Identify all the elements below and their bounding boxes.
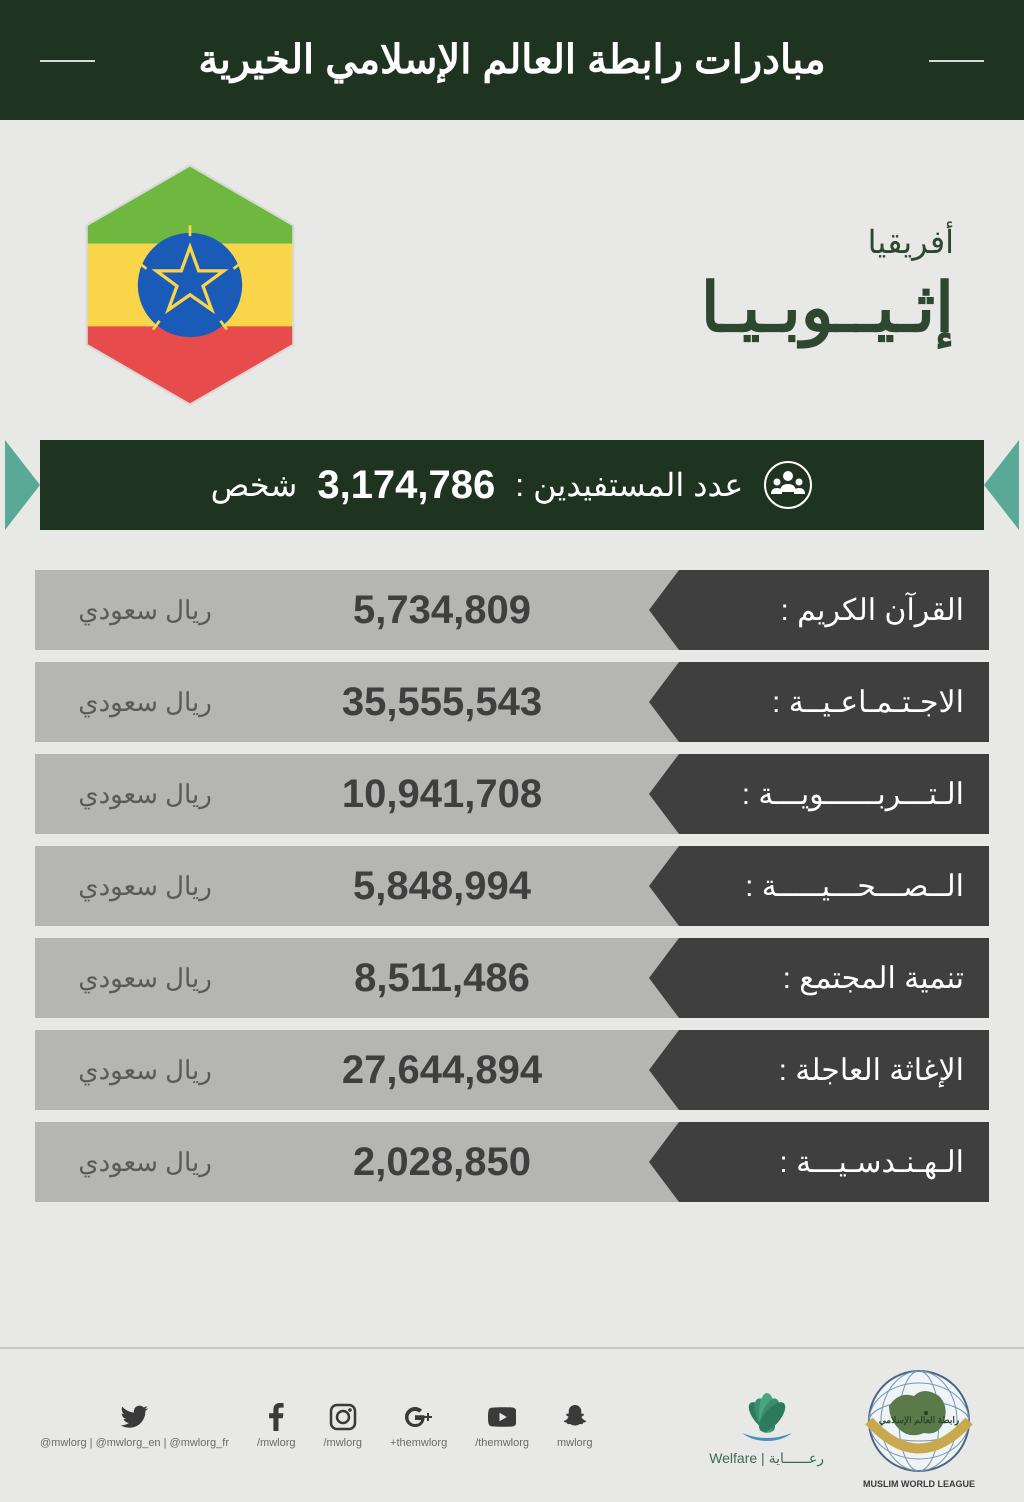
social-handle: /themwlorg (475, 1437, 529, 1449)
social-facebook[interactable]: /mwlorg (257, 1403, 296, 1449)
beneficiaries-number: 3,174,786 (317, 463, 495, 508)
data-row: الإغاثة العاجلة : 27,644,894 ريال سعودي (35, 1030, 989, 1110)
social-handle: +themwlorg (390, 1437, 447, 1449)
beneficiaries-label-suffix: شخص (211, 466, 298, 504)
row-label: الإغاثة العاجلة : (679, 1030, 989, 1110)
social-handle: mwlorg (557, 1437, 592, 1449)
logos: Welfare | رعــــــاية رابطة العالم الإسل… (709, 1361, 984, 1491)
social-googleplus[interactable]: +themwlorg (390, 1403, 447, 1449)
row-currency: ريال سعودي (35, 871, 235, 902)
twitter-icon (120, 1403, 148, 1431)
ethiopia-flag-icon (80, 160, 300, 410)
country-text: أفريقيا إثـيــوبـيـا (701, 223, 954, 348)
beneficiaries-label-prefix: عدد المستفيدين : (515, 466, 743, 504)
row-label: الــصـــحـــيـــــة : (679, 846, 989, 926)
header-band: مبادرات رابطة العالم الإسلامي الخيرية (0, 0, 1024, 120)
data-row: القرآن الكريم : 5,734,809 ريال سعودي (35, 570, 989, 650)
country-block: أفريقيا إثـيــوبـيـا (0, 120, 1024, 440)
row-currency: ريال سعودي (35, 1147, 235, 1178)
snapchat-icon (561, 1403, 589, 1431)
data-rows: القرآن الكريم : 5,734,809 ريال سعودي الا… (0, 570, 1024, 1202)
row-value: 10,941,708 (235, 772, 679, 817)
row-value: 8,511,486 (235, 956, 679, 1001)
row-value: 5,734,809 (235, 588, 679, 633)
row-currency: ريال سعودي (35, 687, 235, 718)
row-label: القرآن الكريم : (679, 570, 989, 650)
data-row: الاجـتـمـاعـيــة : 35,555,543 ريال سعودي (35, 662, 989, 742)
row-value: 5,848,994 (235, 864, 679, 909)
row-label: الاجـتـمـاعـيــة : (679, 662, 989, 742)
social-instagram[interactable]: /mwlorg (324, 1403, 363, 1449)
social-links: @mwlorg | @mwlorg_en | @mwlorg_fr /mwlor… (40, 1403, 592, 1449)
social-handle: /mwlorg (257, 1437, 296, 1449)
row-label: الـهـنـدسـيـــة : (679, 1122, 989, 1202)
svg-text:MUSLIM WORLD LEAGUE: MUSLIM WORLD LEAGUE (863, 1479, 975, 1489)
welfare-leaves-icon (722, 1385, 812, 1445)
flag-hexagon (80, 160, 300, 410)
social-youtube[interactable]: /themwlorg (475, 1403, 529, 1449)
social-twitter[interactable]: @mwlorg | @mwlorg_en | @mwlorg_fr (40, 1403, 229, 1449)
mwl-globe-icon: رابطة العالم الإسلامي MUSLIM WORLD LEAGU… (854, 1361, 984, 1491)
row-currency: ريال سعودي (35, 779, 235, 810)
header-title: مبادرات رابطة العالم الإسلامي الخيرية (198, 37, 825, 83)
row-label: الـتـــربــــــويـــة : (679, 754, 989, 834)
data-row: تنمية المجتمع : 8,511,486 ريال سعودي (35, 938, 989, 1018)
mwl-logo: رابطة العالم الإسلامي MUSLIM WORLD LEAGU… (854, 1361, 984, 1491)
welfare-label: Welfare | رعــــــاية (709, 1450, 824, 1467)
country-name: إثـيــوبـيـا (701, 269, 954, 348)
instagram-icon (329, 1403, 357, 1431)
row-currency: ريال سعودي (35, 963, 235, 994)
svg-text:رابطة العالم الإسلامي: رابطة العالم الإسلامي (879, 1415, 960, 1426)
data-row: الــصـــحـــيـــــة : 5,848,994 ريال سعو… (35, 846, 989, 926)
footer: @mwlorg | @mwlorg_en | @mwlorg_fr /mwlor… (0, 1347, 1024, 1502)
beneficiaries-inner: عدد المستفيدين : 3,174,786 شخص (40, 440, 984, 530)
row-value: 35,555,543 (235, 680, 679, 725)
continent-label: أفريقيا (701, 223, 954, 261)
row-label: تنمية المجتمع : (679, 938, 989, 1018)
facebook-icon (262, 1403, 290, 1431)
row-currency: ريال سعودي (35, 1055, 235, 1086)
data-row: الـهـنـدسـيـــة : 2,028,850 ريال سعودي (35, 1122, 989, 1202)
welfare-logo: Welfare | رعــــــاية (709, 1385, 824, 1467)
people-icon (763, 460, 813, 510)
social-handle: /mwlorg (324, 1437, 363, 1449)
youtube-icon (488, 1403, 516, 1431)
googleplus-icon (405, 1403, 433, 1431)
row-value: 2,028,850 (235, 1140, 679, 1185)
beneficiaries-bar: عدد المستفيدين : 3,174,786 شخص (40, 440, 984, 530)
social-snapchat[interactable]: mwlorg (557, 1403, 592, 1449)
row-currency: ريال سعودي (35, 595, 235, 626)
arrow-left-icon (5, 440, 40, 530)
row-value: 27,644,894 (235, 1048, 679, 1093)
data-row: الـتـــربــــــويـــة : 10,941,708 ريال … (35, 754, 989, 834)
arrow-right-icon (984, 440, 1019, 530)
social-handle: @mwlorg | @mwlorg_en | @mwlorg_fr (40, 1437, 229, 1449)
